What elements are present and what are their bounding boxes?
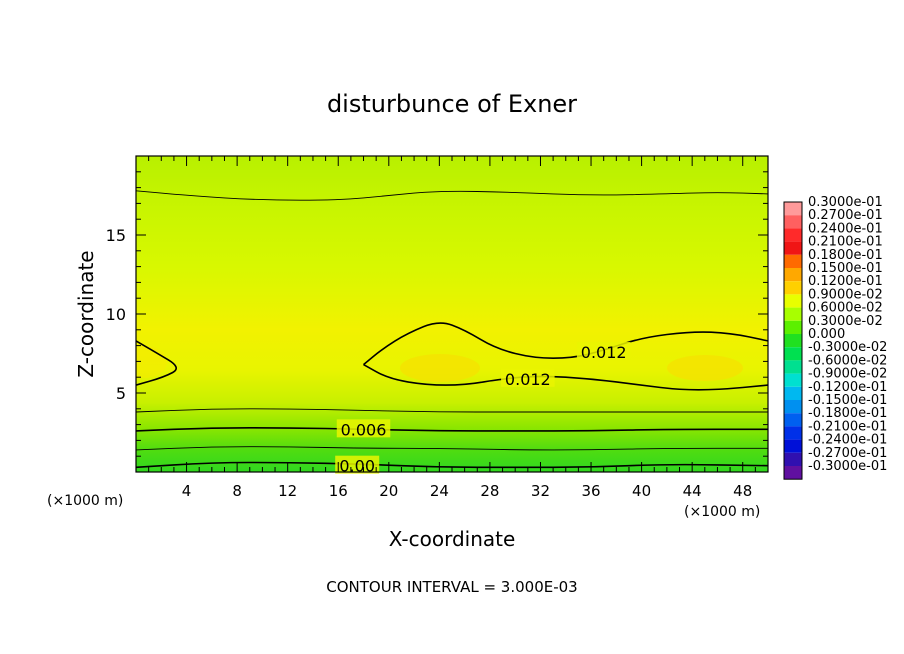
colorbar-label: 0.9000e-02 xyxy=(808,287,883,302)
colorbar-label: -0.2700e-01 xyxy=(808,446,887,461)
contour-label: 0.012 xyxy=(581,343,627,362)
colorbar-label: -0.2100e-01 xyxy=(808,419,887,434)
field-core-right xyxy=(667,355,743,381)
x-tick-label: 8 xyxy=(232,482,242,500)
x-tick-label: 4 xyxy=(182,482,192,500)
colorbar-label: 0.6000e-02 xyxy=(808,301,883,316)
contour-line xyxy=(136,426,768,432)
colorbar-swatch xyxy=(784,281,802,295)
colorbar-label: 0.3000e-02 xyxy=(808,314,883,329)
colorbar-label: -0.6000e-02 xyxy=(808,353,887,368)
colorbar-swatch xyxy=(784,413,802,427)
colorbar-swatch xyxy=(784,426,802,440)
colorbar-swatch xyxy=(784,373,802,387)
colorbar-label: 0.1200e-01 xyxy=(808,274,883,289)
colorbar-label: 0.3000e-01 xyxy=(808,195,883,210)
field-core-center xyxy=(400,354,480,382)
colorbar-label: 0.000 xyxy=(808,327,845,342)
colorbar-swatch xyxy=(784,360,802,374)
x-tick-label: 20 xyxy=(379,482,398,500)
colorbar-swatch xyxy=(784,439,802,453)
x-unit-left: (×1000 m) xyxy=(47,493,123,509)
colorbar-swatch xyxy=(784,466,802,480)
field-core-left xyxy=(136,346,167,378)
colorbar-label: 0.2700e-01 xyxy=(808,208,883,223)
y-ticks: 5 10 15 xyxy=(106,171,768,457)
contour-labels: 0.012 0.012 0.006 0.00 xyxy=(335,341,631,476)
contour-line xyxy=(136,190,768,201)
contour-interval-note: CONTOUR INTERVAL = 3.000E-03 xyxy=(326,578,577,596)
colorbar-label: -0.1500e-01 xyxy=(808,393,887,408)
contour-label-bg xyxy=(501,368,555,387)
colorbar-frame xyxy=(783,201,803,480)
colorbar-swatch xyxy=(784,386,802,400)
colorbar-swatch xyxy=(784,307,802,321)
plot-field xyxy=(136,156,768,472)
colorbar-swatch xyxy=(784,202,802,216)
contour-label-bg xyxy=(576,341,631,360)
contour-label-bg xyxy=(335,455,380,474)
colorbar-label: 0.2400e-01 xyxy=(808,221,883,236)
contour-line xyxy=(136,408,768,413)
x-tick-label: 32 xyxy=(531,482,550,500)
contour-line xyxy=(136,446,768,451)
colorbar-label: 0.2100e-01 xyxy=(808,235,883,250)
x-tick-label: 12 xyxy=(278,482,297,500)
colorbar-swatch xyxy=(784,320,802,334)
x-tick-label: 48 xyxy=(733,482,752,500)
x-ticks: 4 8 12 16 20 24 28 32 36 40 44 48 xyxy=(148,156,756,500)
contour-line xyxy=(362,322,768,366)
x-tick-label: 44 xyxy=(683,482,702,500)
x-tick-label: 16 xyxy=(329,482,348,500)
x-axis-label: X-coordinate xyxy=(389,527,516,551)
x-unit-right: (×1000 m) xyxy=(684,504,760,520)
colorbar-swatch xyxy=(784,268,802,282)
contour-line xyxy=(136,461,768,469)
contour-line xyxy=(136,340,177,386)
colorbar-label: -0.3000e-01 xyxy=(808,459,887,474)
colorbar-swatch xyxy=(784,241,802,255)
y-tick-label: 5 xyxy=(116,384,126,403)
colorbar-swatch xyxy=(784,215,802,229)
colorbar-swatch xyxy=(784,347,802,361)
colorbar-label: -0.9000e-02 xyxy=(808,367,887,382)
colorbar-label: -0.3000e-02 xyxy=(808,340,887,355)
y-tick-label: 15 xyxy=(106,226,126,245)
contour-label: 0.00 xyxy=(339,457,375,476)
y-axis-label: Z-coordinate xyxy=(74,250,98,377)
contour-label: 0.012 xyxy=(505,370,551,389)
y-tick-label: 10 xyxy=(106,305,126,324)
contour-label: 0.006 xyxy=(341,420,387,439)
colorbar-label: -0.1200e-01 xyxy=(808,380,887,395)
colorbar-label: 0.1800e-01 xyxy=(808,248,883,263)
colorbar-swatch xyxy=(784,228,802,242)
colorbar-label: -0.2400e-01 xyxy=(808,433,887,448)
colorbar-swatch xyxy=(784,400,802,414)
colorbar-label: 0.1500e-01 xyxy=(808,261,883,276)
colorbar-swatch xyxy=(784,452,802,466)
colorbar-swatch xyxy=(784,254,802,268)
colorbar-label: -0.1800e-01 xyxy=(808,406,887,421)
x-tick-label: 24 xyxy=(430,482,449,500)
colorbar: 0.3000e-010.2700e-010.2400e-010.2100e-01… xyxy=(783,195,887,480)
contour-label-bg xyxy=(336,419,391,438)
colorbar-swatch xyxy=(784,334,802,348)
x-tick-label: 28 xyxy=(480,482,499,500)
colorbar-swatch xyxy=(784,294,802,308)
chart-title: disturbunce of Exner xyxy=(327,90,577,118)
x-tick-label: 36 xyxy=(581,482,600,500)
x-tick-label: 40 xyxy=(632,482,651,500)
